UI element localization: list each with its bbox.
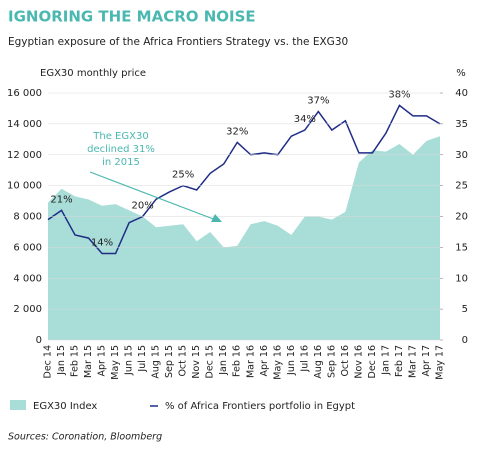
y2-axis-label: % <box>456 68 466 79</box>
x-tick-label: Sep 15 <box>164 345 175 378</box>
x-tick-label: Aug 15 <box>151 345 162 379</box>
data-label: 34% <box>294 114 316 125</box>
x-tick-label: May 17 <box>435 345 446 380</box>
y-tick-label: 10 000 <box>7 181 42 192</box>
legend-label: % of Africa Frontiers portfolio in Egypt <box>165 401 355 412</box>
y2-tick-label: 5 <box>462 304 468 315</box>
y2-tick-label: 40 <box>455 88 468 99</box>
x-tick-label: Mar 15 <box>83 345 94 378</box>
legend-swatch <box>10 400 26 410</box>
y2-tick-label: 30 <box>455 150 468 161</box>
area <box>48 136 440 340</box>
y2-tick-label: 0 <box>462 335 468 346</box>
x-tick-label: Oct 16 <box>340 345 351 377</box>
legend-label: EGX30 Index <box>33 401 97 412</box>
chart-title: IGNORING THE MACRO NOISE <box>8 8 256 26</box>
data-label: 32% <box>226 126 248 137</box>
y-tick-label: 4 000 <box>13 273 42 284</box>
x-tick-label: Sep 16 <box>326 345 337 378</box>
x-tick-label: Oct 15 <box>178 345 189 377</box>
y2-tick-label: 35 <box>455 119 468 130</box>
x-tick-label: Jan 16 <box>218 345 229 376</box>
line <box>47 104 441 255</box>
data-label: 21% <box>50 194 72 205</box>
x-tick-label: Dec 15 <box>205 345 216 379</box>
y-tick-label: 14 000 <box>7 119 42 130</box>
x-tick-label: May 16 <box>272 345 283 380</box>
y2-tick-label: 20 <box>455 212 468 223</box>
x-tick-label: Feb 16 <box>232 345 243 377</box>
x-tick-label: May 15 <box>110 345 121 380</box>
y-tick-label: 8 000 <box>13 212 42 223</box>
x-tick-label: Apr 16 <box>259 345 270 377</box>
data-label: 20% <box>132 201 154 212</box>
chart-subtitle: Egyptian exposure of the Africa Frontier… <box>8 36 348 48</box>
x-tick-label: Nov 15 <box>191 345 202 379</box>
y2-tick-label: 25 <box>455 181 468 192</box>
y-tick-label: 12 000 <box>7 150 42 161</box>
y-axis-label: EGX30 monthly price <box>40 68 146 79</box>
annotation: The EGX30 <box>92 131 148 142</box>
x-tick-label: Dec 16 <box>367 345 378 379</box>
annotation-arrowhead <box>211 214 222 222</box>
y-tick-label: 16 000 <box>7 88 42 99</box>
x-tick-label: Jul 16 <box>299 345 310 373</box>
x-tick-label: Dec 14 <box>43 345 54 379</box>
x-tick-label: Aug 16 <box>313 345 324 379</box>
source: Sources: Coronation, Bloomberg <box>8 432 162 443</box>
x-tick-label: Jul 15 <box>137 345 148 373</box>
x-tick-label: Jun 15 <box>124 345 135 376</box>
data-label: 14% <box>91 238 113 249</box>
annotation: in 2015 <box>102 157 140 168</box>
annotation-arrow <box>89 171 217 221</box>
x-tick-label: Mar 17 <box>407 345 418 378</box>
x-tick-label: Mar 16 <box>245 345 256 378</box>
x-tick-label: Jan 17 <box>380 345 391 376</box>
data-label: 38% <box>388 89 410 100</box>
x-tick-label: Nov 16 <box>353 345 364 379</box>
x-tick-label: Apr 15 <box>97 345 108 377</box>
annotation: declined 31% <box>87 144 155 155</box>
x-tick-label: Feb 17 <box>394 345 405 377</box>
x-tick-label: Jun 16 <box>286 345 297 376</box>
data-label: 25% <box>172 170 194 181</box>
y-tick-label: 0 <box>36 335 42 346</box>
y-tick-label: 2 000 <box>13 304 42 315</box>
x-tick-label: Apr 17 <box>421 345 432 377</box>
x-tick-label: Jan 15 <box>56 345 67 376</box>
y2-tick-label: 15 <box>455 242 468 253</box>
y2-tick-label: 10 <box>455 273 468 284</box>
x-tick-label: Feb 15 <box>70 345 81 377</box>
data-label: 37% <box>307 96 329 107</box>
y-tick-label: 6 000 <box>13 242 42 253</box>
